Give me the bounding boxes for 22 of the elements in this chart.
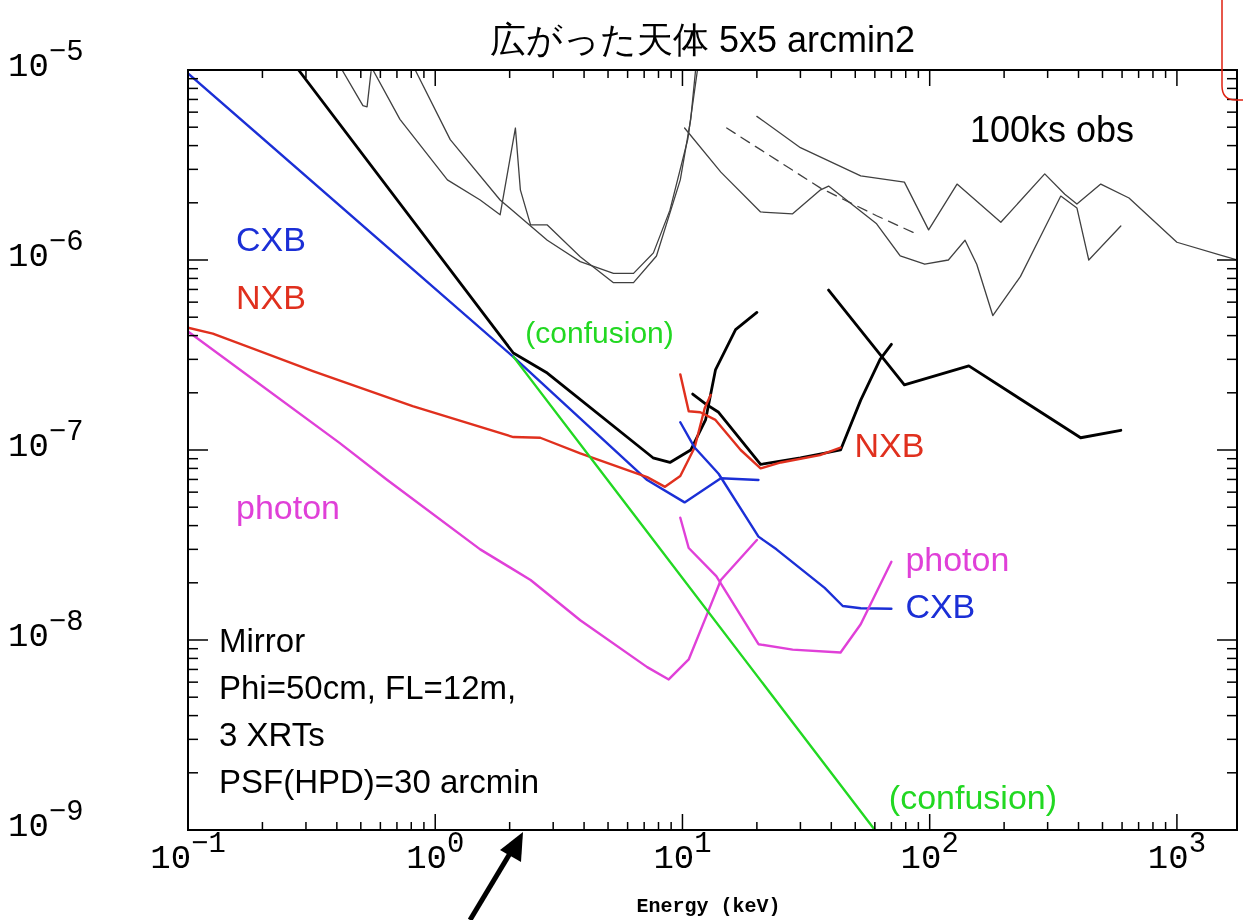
x-tick-label: 10$^{2}$ <box>900 827 959 878</box>
x-tick-label: 10$^{3}$ <box>1147 827 1206 878</box>
x-tick-label: 10$^{0}$ <box>406 827 465 878</box>
chart-title: 広がった天体 5x5 arcmin2 <box>489 19 916 60</box>
series-label: NXB <box>854 425 925 464</box>
annotation: 100ks obs <box>970 108 1135 150</box>
series-label: photon <box>236 487 340 526</box>
series-label: CXB <box>236 219 306 258</box>
annotation: Mirror Phi=50cm, FL=12m, 3 XRTs PSF(HPD)=30 arcmin <box>219 621 539 800</box>
series-label: (confusion) <box>525 315 674 349</box>
series-label: NXB <box>236 277 306 316</box>
x-tick-label: 10$^{1}$ <box>653 827 712 878</box>
y-tick-label: 10$^{−8}$ <box>8 605 84 656</box>
y-tick-label: 10$^{−5}$ <box>8 35 84 86</box>
y-tick-label: 10$^{−7}$ <box>8 415 84 466</box>
x-tick-label: 10$^{−1}$ <box>150 827 226 878</box>
text: (confusion) <box>888 777 1058 816</box>
series-label: photon <box>905 539 1010 578</box>
y-tick-label: 10$^{−6}$ <box>8 225 84 276</box>
x-axis-title: Energy (keV) <box>636 895 781 918</box>
y-tick-label: 10$^{−9}$ <box>8 795 84 846</box>
series-label: CXB <box>905 586 976 625</box>
